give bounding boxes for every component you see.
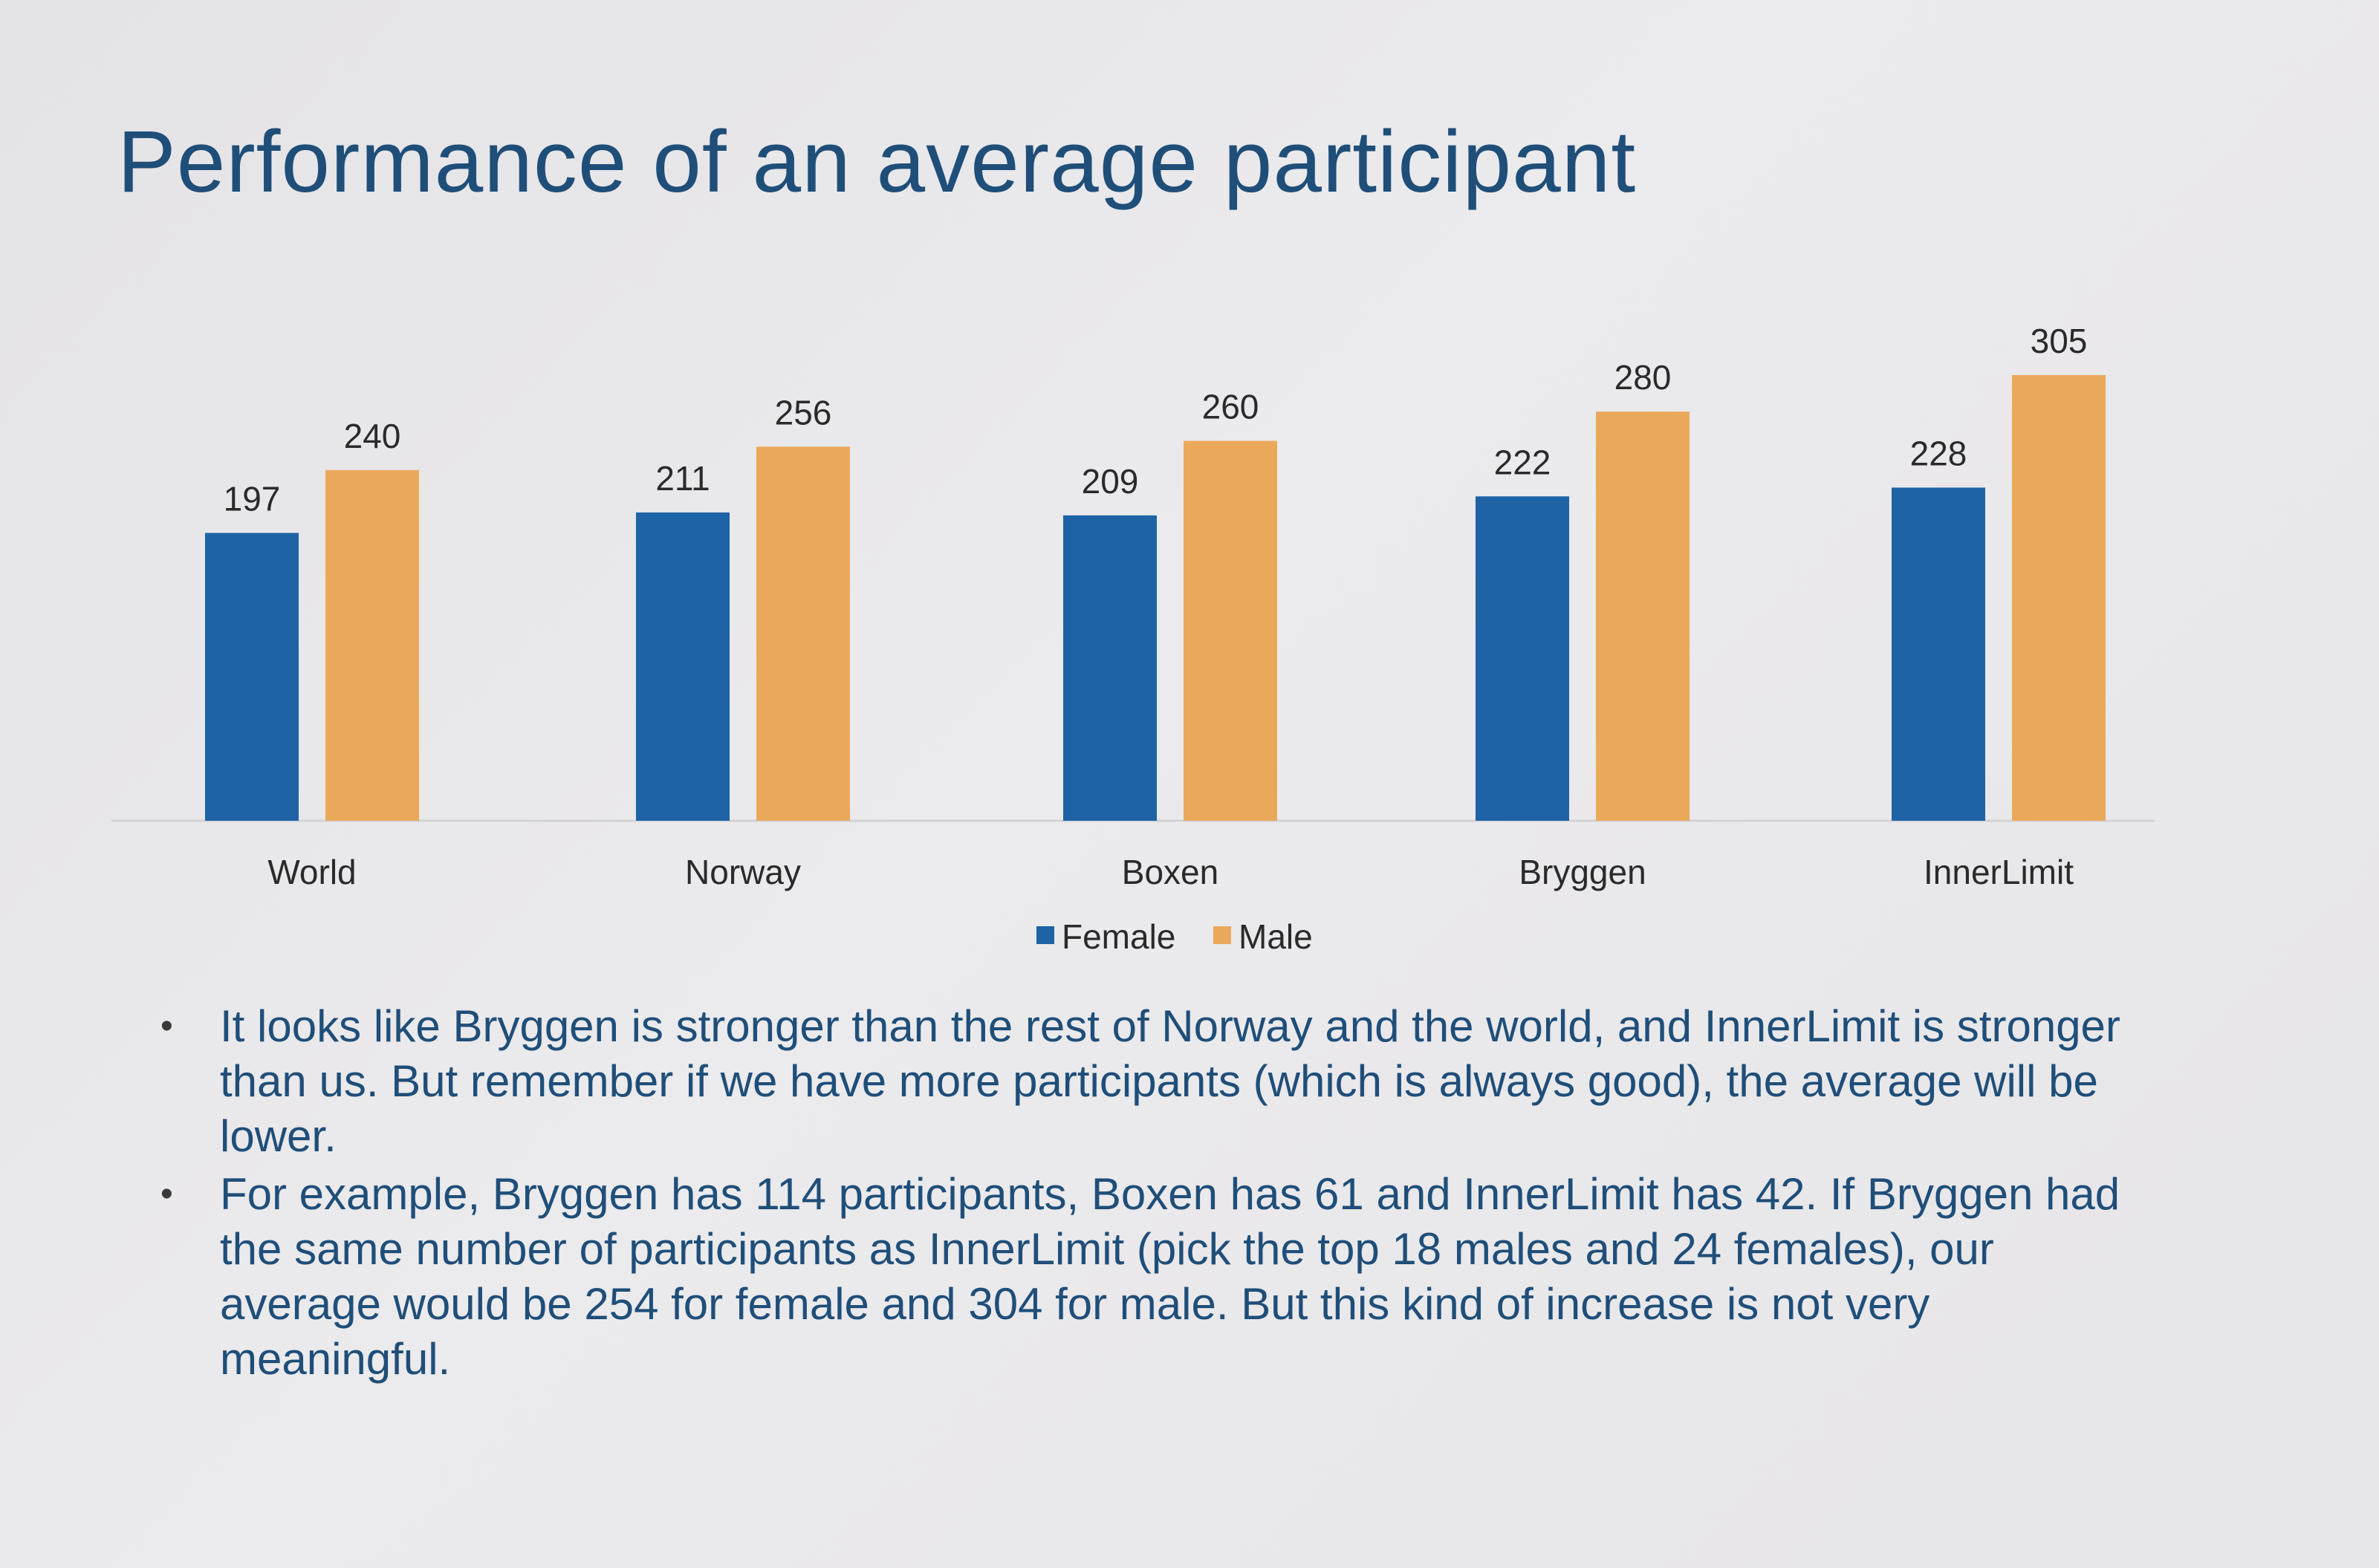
bar-female-norway bbox=[636, 512, 730, 821]
bullet-list: It looks like Bryggen is stronger than t… bbox=[156, 999, 2162, 1390]
data-label: 256 bbox=[775, 393, 832, 432]
x-tick-label: World bbox=[267, 853, 356, 891]
bar-chart: 197 240 World 211 256 Norway 209 260 Boxen 222 280… bbox=[111, 322, 2155, 956]
legend-swatch-female bbox=[1036, 926, 1054, 944]
x-tick-label: Boxen bbox=[1122, 853, 1218, 891]
bullet-item: It looks like Bryggen is stronger than t… bbox=[156, 999, 2162, 1164]
bar-male-innerlimit bbox=[2012, 375, 2106, 821]
legend-label-male: Male bbox=[1239, 917, 1313, 956]
bar-male-boxen bbox=[1184, 440, 1277, 821]
bar-female-innerlimit bbox=[1892, 487, 1985, 821]
bar-female-world bbox=[205, 533, 299, 821]
data-label: 211 bbox=[655, 459, 710, 498]
data-label: 260 bbox=[1202, 388, 1259, 426]
x-tick-label: Bryggen bbox=[1519, 853, 1646, 891]
bar-female-bryggen bbox=[1476, 496, 1569, 821]
data-label: 228 bbox=[1910, 434, 1967, 472]
data-label: 197 bbox=[224, 479, 281, 518]
data-label: 209 bbox=[1082, 462, 1139, 501]
slide-title: Performance of an average participant bbox=[117, 113, 1637, 211]
bar-female-boxen bbox=[1063, 515, 1157, 821]
legend-label-female: Female bbox=[1062, 917, 1175, 956]
data-label: 222 bbox=[1494, 443, 1551, 481]
bar-male-norway bbox=[756, 446, 850, 821]
data-label: 280 bbox=[1614, 358, 1672, 397]
bullet-item: For example, Bryggen has 114 participant… bbox=[156, 1167, 2162, 1387]
bar-male-world bbox=[325, 469, 419, 821]
x-tick-label: Norway bbox=[685, 853, 801, 891]
x-tick-label: InnerLimit bbox=[1924, 853, 2074, 891]
data-label: 305 bbox=[2031, 322, 2088, 360]
legend-swatch-male bbox=[1213, 926, 1231, 944]
data-label: 240 bbox=[344, 417, 401, 455]
bar-male-bryggen bbox=[1596, 411, 1690, 821]
